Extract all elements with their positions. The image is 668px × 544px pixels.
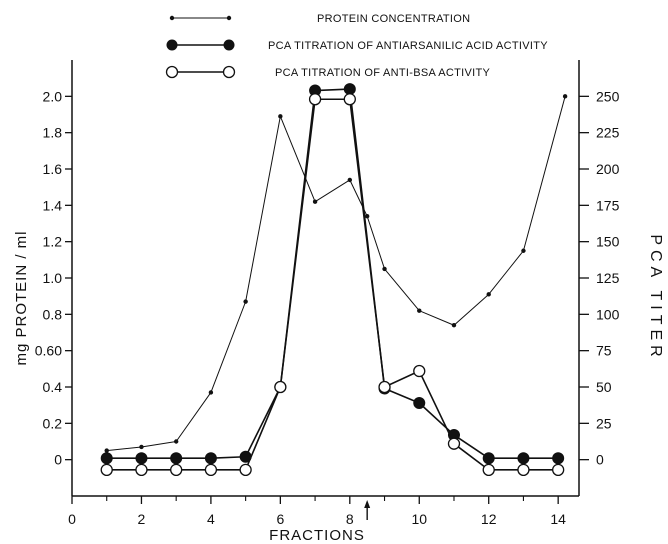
data-point (312, 199, 318, 204)
data-point (517, 452, 530, 465)
y-left-tick-label: 0 (54, 452, 62, 468)
legend-swatch-marker (222, 65, 236, 79)
legend-label: PCA TITRATION OF ANTIARSANILIC ACID ACTI… (268, 40, 548, 52)
data-point (413, 364, 426, 378)
data-point (517, 463, 530, 476)
plot-marks (100, 83, 568, 476)
y-left-tick-label: 2.0 (43, 88, 63, 104)
y-right-tick-label: 200 (596, 161, 620, 177)
y-left-tick-label: 1.8 (43, 125, 63, 141)
y-right-tick-label: 125 (596, 270, 620, 286)
data-point (135, 463, 148, 476)
legend-swatch-marker (223, 39, 235, 51)
data-point (364, 214, 370, 219)
data-point (104, 448, 109, 453)
x-tick-label: 2 (138, 511, 146, 527)
x-tick-label: 4 (207, 511, 215, 527)
legend-label: PROTEIN CONCENTRATION (317, 13, 470, 25)
data-point (413, 396, 426, 409)
y-left-tick-label: 0.2 (43, 415, 63, 431)
y-axis-left-title: mg PROTEIN / ml (13, 230, 30, 365)
y-left-tick-label: 1.2 (43, 234, 63, 250)
legend-swatch-marker (166, 39, 178, 51)
data-point (243, 299, 248, 304)
y-left-tick-label: 0.60 (35, 343, 62, 359)
x-tick-label: 0 (68, 511, 76, 527)
data-point (347, 177, 353, 183)
legend-swatch-marker (165, 65, 179, 79)
data-point (208, 390, 214, 395)
y-right-tick-label: 250 (596, 88, 620, 104)
x-axis-title: FRACTIONS (269, 527, 365, 544)
data-point (378, 380, 391, 394)
x-tick-label: 14 (550, 511, 566, 527)
y-right-tick-label: 50 (596, 379, 612, 395)
legend: PROTEIN CONCENTRATION PCA TITRATION OF AN… (165, 13, 548, 79)
series-line-2 (106, 98, 559, 471)
data-point (204, 463, 218, 476)
x-tick-label: 12 (481, 511, 497, 527)
data-point (139, 444, 144, 450)
data-point (278, 114, 283, 119)
data-point (382, 266, 387, 272)
legend-swatch-marker (226, 15, 232, 21)
y-right-tick-label: 25 (596, 415, 612, 431)
y-axis-right-title: PCA TITER (647, 234, 664, 361)
y-right-tick-label: 225 (596, 125, 620, 141)
y-right-tick-label: 100 (596, 306, 620, 322)
axes: 0 2 4 6 8 10 12 14 2.0 1.8 1.6 1.4 1.2 1.0 0.8 0.60 0.4 0… (35, 60, 620, 527)
data-point (343, 93, 356, 106)
legend-label: PCA TITRATION OF ANTI-BSA ACTIVITY (275, 67, 491, 79)
data-point (170, 452, 183, 465)
data-point (239, 463, 252, 476)
y-left-tick-label: 0.8 (43, 306, 63, 322)
y-left-tick-label: 0.4 (43, 379, 63, 395)
y-left-tick-label: 1.0 (43, 270, 63, 286)
x-tick-label: 6 (276, 511, 284, 527)
data-point (135, 452, 148, 465)
data-point (552, 452, 565, 465)
y-right-tick-label: 150 (596, 234, 620, 250)
data-point (173, 439, 179, 444)
legend-swatch-marker (169, 15, 175, 21)
data-point (274, 380, 287, 394)
data-point (100, 463, 113, 476)
x-tick-label: 8 (346, 511, 354, 527)
y-right-tick-label: 0 (596, 452, 604, 468)
data-point (100, 452, 113, 465)
y-left-tick-label: 1.6 (43, 161, 63, 177)
data-point (482, 463, 495, 476)
y-right-tick-label: 75 (596, 343, 612, 359)
data-point (482, 452, 495, 465)
data-point (343, 83, 356, 96)
data-point (521, 248, 526, 253)
data-point (486, 292, 491, 297)
plot-lines (106, 88, 566, 471)
data-point (239, 450, 252, 463)
data-point (552, 463, 565, 476)
data-point (447, 437, 461, 450)
data-point (308, 93, 322, 106)
data-point (451, 323, 457, 328)
data-point (170, 463, 183, 476)
fraction-arrow-head (364, 500, 371, 508)
x-tick-label: 10 (411, 511, 427, 527)
data-point (562, 94, 568, 99)
data-point (204, 452, 217, 465)
series-line-0 (106, 96, 566, 452)
series-line-1 (106, 88, 559, 460)
data-point (417, 308, 422, 313)
y-right-tick-label: 175 (596, 197, 620, 213)
y-left-tick-label: 1.4 (43, 197, 63, 213)
